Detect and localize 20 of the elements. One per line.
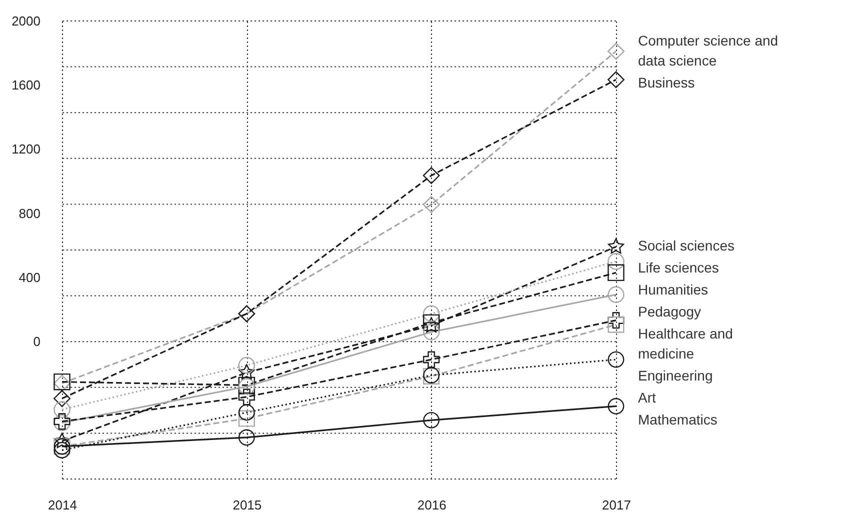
- series-label: Social sciences: [638, 238, 734, 254]
- text: Art: [638, 390, 656, 406]
- y-tick-label: 400: [18, 270, 40, 285]
- y-tick-label: 1200: [12, 142, 40, 157]
- y-tick-label: 800: [18, 206, 40, 221]
- y-tick-label: 1600: [12, 78, 40, 93]
- series-label: Business: [638, 74, 695, 90]
- series-label: Humanities: [638, 282, 708, 298]
- series-label: Mathematics: [638, 412, 718, 428]
- series-label: Healthcare and medicine: [638, 326, 733, 362]
- x-tick-label: 2015: [232, 498, 262, 512]
- text: Engineering: [638, 368, 713, 384]
- series-label: Computer science and data science: [638, 32, 778, 68]
- x-tick-label: 2016: [417, 498, 446, 512]
- x-tick-label: 2017: [602, 498, 631, 512]
- series-label: Life sciences: [638, 260, 719, 276]
- y-tick-label: 2000: [12, 14, 40, 28]
- series-label: Pedagogy: [638, 304, 702, 320]
- y-tick-label: 0: [33, 334, 40, 350]
- x-tick-label: 2014: [48, 498, 77, 512]
